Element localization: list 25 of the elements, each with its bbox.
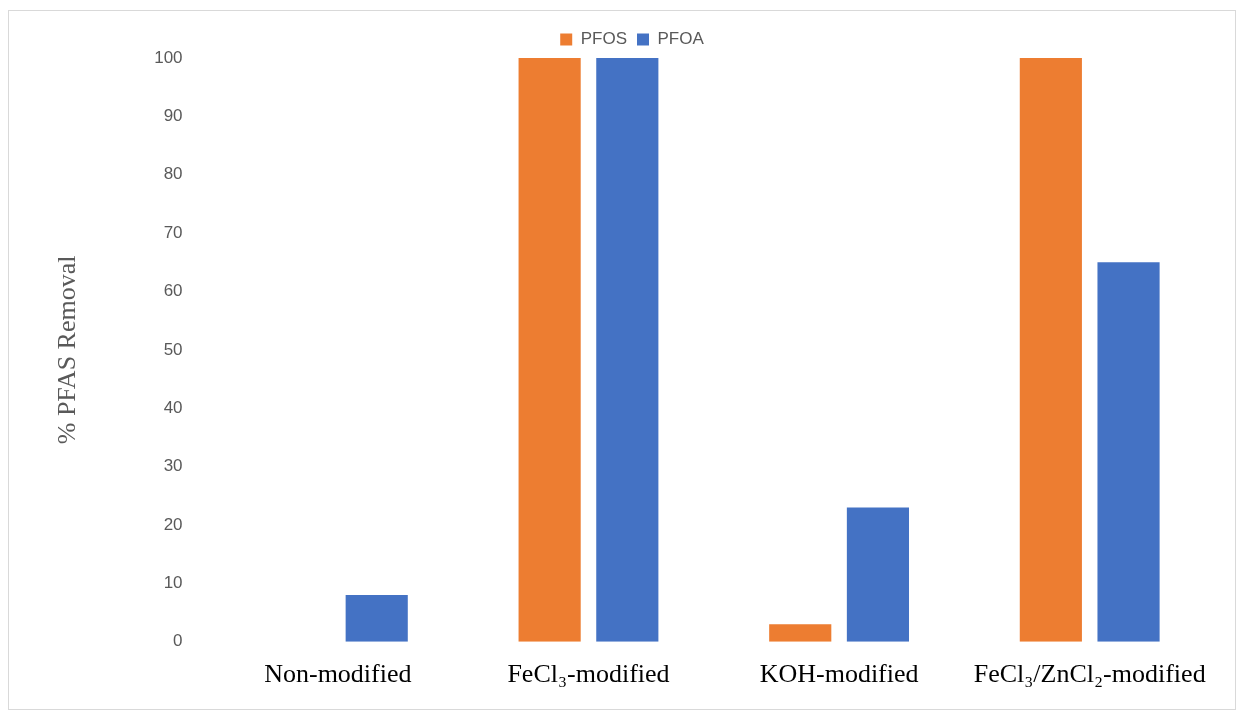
legend-label: PFOS [580,29,628,49]
bar [518,58,581,642]
bar [1097,262,1160,642]
y-tick-label: 50 [163,339,183,359]
x-tick-label: KOH-modified [759,659,919,689]
bar [596,58,659,642]
y-tick-label: 0 [173,631,183,651]
bar [846,507,910,642]
y-tick-label: 80 [163,164,183,184]
y-tick-label: 30 [163,456,183,476]
y-tick-label: 100 [154,47,183,67]
y-tick-label: 40 [163,397,183,417]
y-tick-label: 10 [163,573,183,593]
y-tick-label: 90 [163,106,183,126]
y-axis-title: % PFAS Removal [52,255,82,445]
y-tick-label: 60 [163,281,183,301]
y-tick-label: 70 [163,222,183,242]
bar [769,624,832,642]
bar [1019,58,1082,642]
bar [345,595,408,642]
x-tick-label: Non-modified [264,659,412,689]
legend-label: PFOA [657,29,705,49]
x-tick-label: FeCl₃-modified [507,659,670,689]
y-tick-label: 20 [163,514,183,534]
x-tick-label: FeCl₃/ZnCl₂-modified [973,659,1206,689]
